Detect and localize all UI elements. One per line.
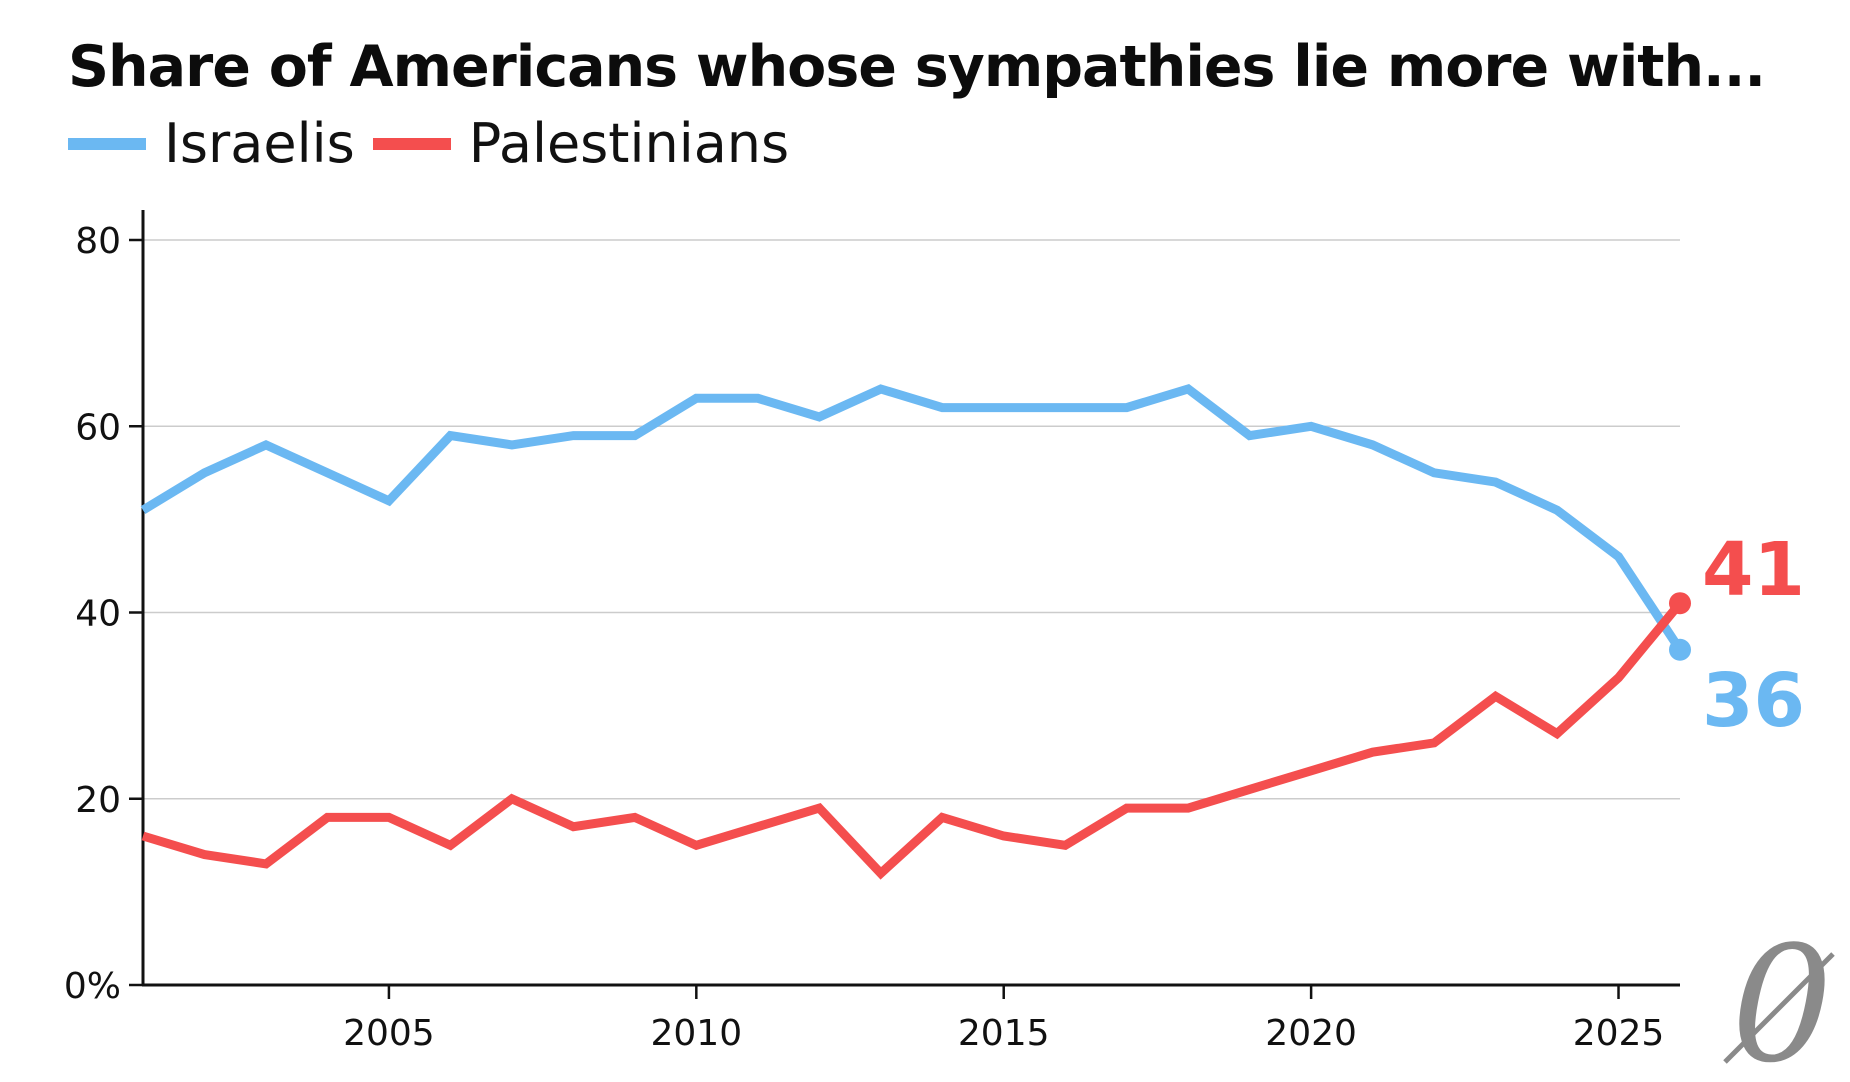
y-tick-label-20: 20 [75, 780, 121, 821]
legend-swatch-israelis [68, 137, 146, 150]
y-tick-label-80: 80 [75, 221, 121, 262]
legend-item-israelis: Israelis [68, 112, 355, 175]
end-label-palestinians: 41 [1702, 527, 1805, 613]
legend-label-israelis: Israelis [164, 112, 355, 175]
series-line-israelis [140, 384, 1684, 653]
gridlines [143, 239, 1680, 800]
logo-slash [1723, 952, 1835, 1064]
publisher-logo: 0 [1723, 911, 1835, 1082]
y-tick-label-0: 0% [64, 966, 121, 1007]
logo-zero-glyph: 0 [1731, 911, 1833, 1082]
legend: Israelis Palestinians [68, 112, 807, 175]
legend-swatch-palestinians [372, 137, 451, 150]
x-tick-label-2010: 2010 [651, 1013, 743, 1054]
x-tick-label-2015: 2015 [958, 1013, 1050, 1054]
x-tick-label-2005: 2005 [343, 1013, 435, 1054]
axes: 0% 20 40 60 80 2005 2010 2015 2020 2025 [64, 210, 1680, 1054]
legend-item-palestinians: Palestinians [372, 112, 790, 175]
y-tick-label-60: 60 [75, 407, 121, 448]
end-point-palestinians [1669, 592, 1691, 615]
end-label-israelis: 36 [1702, 658, 1805, 744]
end-point-israelis [1669, 638, 1691, 661]
x-tick-label-2025: 2025 [1573, 1013, 1665, 1054]
series-lines [140, 384, 1691, 880]
x-tick-label-2020: 2020 [1265, 1013, 1357, 1054]
series-line-palestinians [141, 600, 1684, 880]
chart-title: Share of Americans whose sympathies lie … [68, 34, 1766, 100]
end-labels: 36 41 [1702, 527, 1805, 744]
y-tick-label-40: 40 [75, 594, 121, 635]
legend-label-palestinians: Palestinians [468, 112, 790, 175]
